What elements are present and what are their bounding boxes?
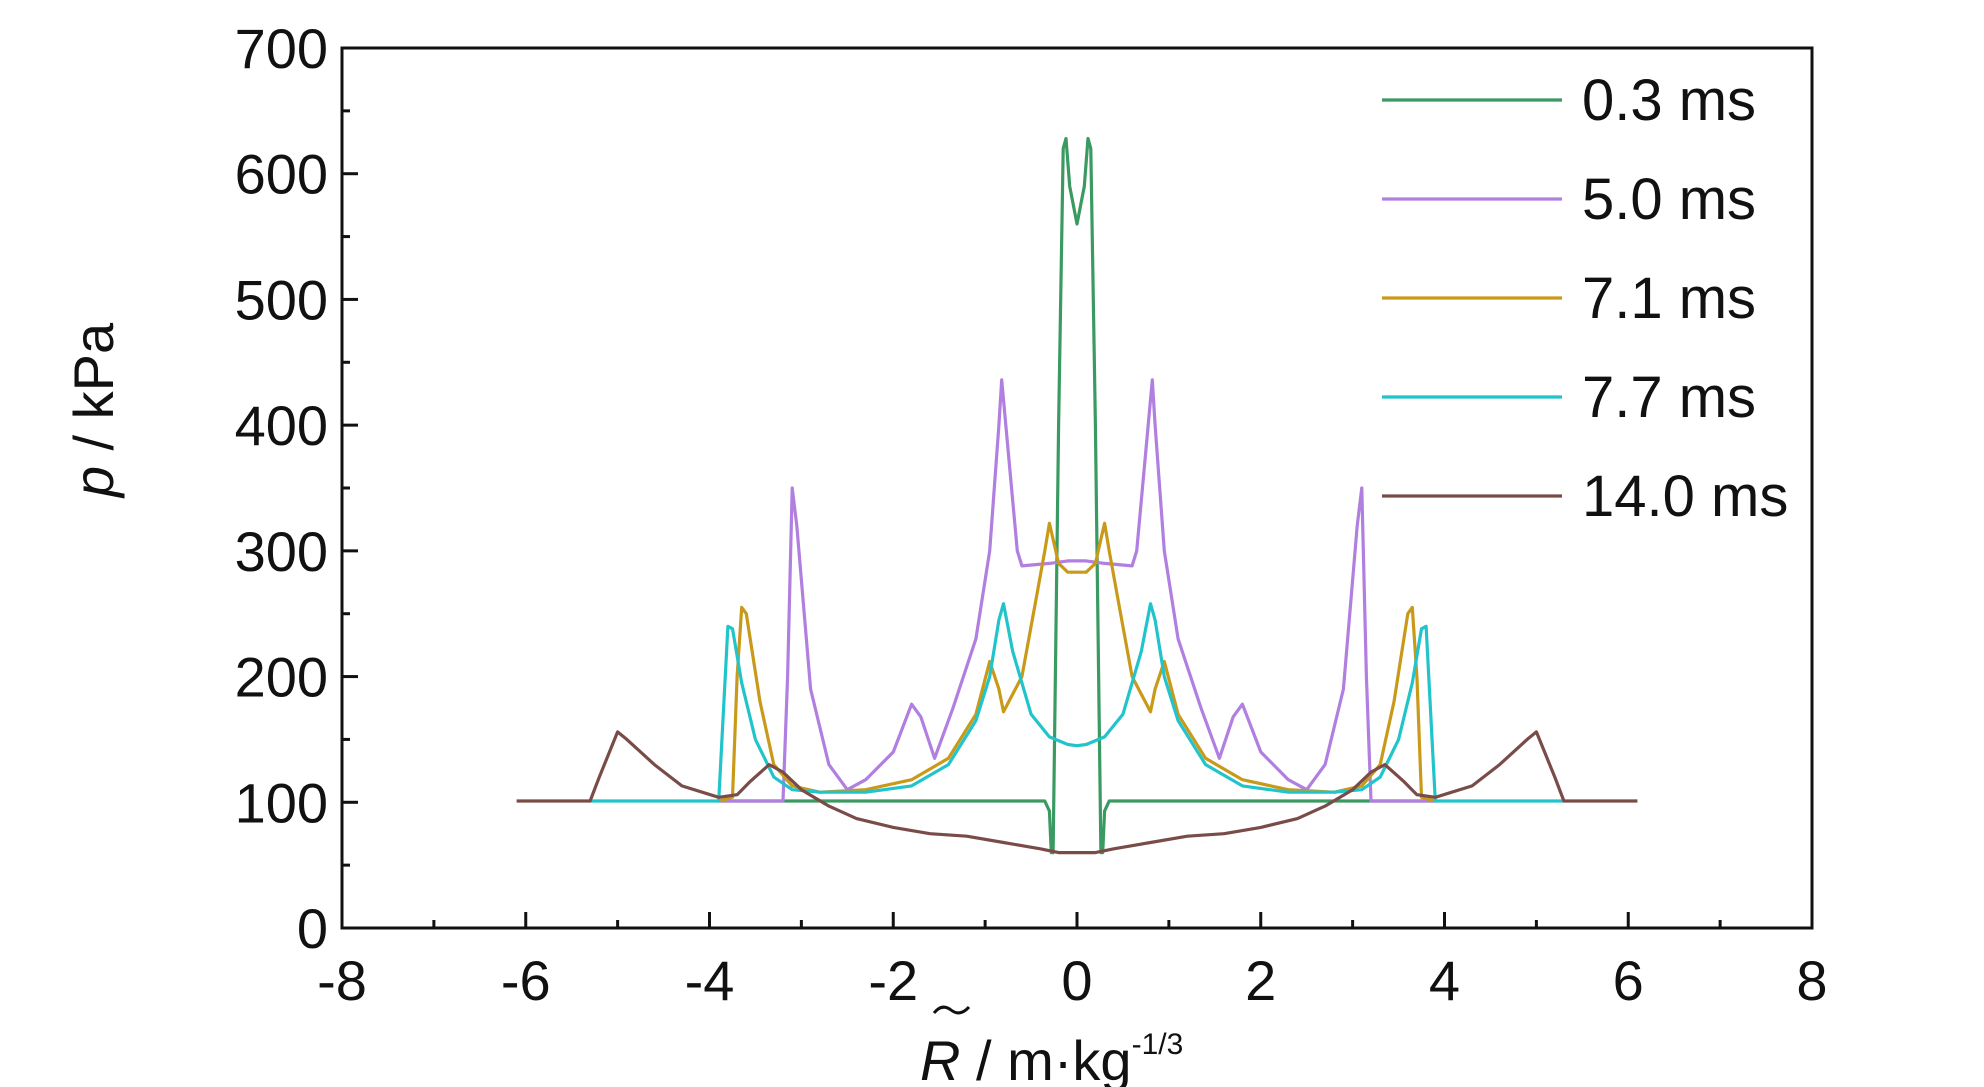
- x-tick-label: 6: [1613, 949, 1644, 1012]
- x-tick-label: 0: [1061, 949, 1092, 1012]
- y-axis-symbol: p: [62, 466, 125, 499]
- y-tick-label: 700: [235, 17, 328, 80]
- y-axis-title: p / kPa: [62, 322, 125, 499]
- x-tick-label: -8: [317, 949, 367, 1012]
- y-axis-units: / kPa: [62, 322, 125, 466]
- x-axis-exponent: -1/3: [1132, 1028, 1184, 1061]
- legend-label: 7.7 ms: [1582, 365, 1756, 430]
- ticks-layer: -8 -6 -4 -2 0 2 4 6 8 0 100 200 300 400 500 600 700: [235, 17, 1828, 1012]
- tilde-mark: [932, 1005, 971, 1015]
- x-tick-label: -2: [868, 949, 918, 1012]
- y-tick-label: 500: [235, 268, 328, 331]
- y-tick-label: 400: [235, 394, 328, 457]
- x-tick-label: 4: [1429, 949, 1460, 1012]
- legend-label: 5.0 ms: [1582, 167, 1756, 232]
- svg-text:R / m·kg-1/3: R / m·kg-1/3: [920, 1028, 1183, 1087]
- legend-label: 14.0 ms: [1582, 464, 1788, 529]
- x-tick-label: -4: [685, 949, 735, 1012]
- legend: 0.3 ms 5.0 ms 7.1 ms 7.7 ms 14.0 ms: [1382, 68, 1788, 529]
- y-tick-label: 0: [297, 897, 328, 960]
- y-tick-label: 200: [235, 646, 328, 709]
- y-tick-label: 300: [235, 520, 328, 583]
- series-layer: [516, 136, 1638, 855]
- x-axis-units: / m·kg: [960, 1029, 1131, 1087]
- y-tick-label: 600: [235, 143, 328, 206]
- x-tick-label: -6: [501, 949, 551, 1012]
- y-tick-label: 100: [235, 771, 328, 834]
- x-axis-symbol: R: [920, 1029, 960, 1087]
- series-line-2: [718, 378, 1436, 803]
- series-line-4: [590, 602, 1564, 803]
- legend-label: 0.3 ms: [1582, 68, 1756, 133]
- x-tick-label: 2: [1245, 949, 1276, 1012]
- x-axis-title: R / m·kg-1/3: [920, 1005, 1183, 1087]
- x-tick-label: 8: [1796, 949, 1827, 1012]
- legend-label: 7.1 ms: [1582, 266, 1756, 331]
- series-line-5: [516, 730, 1638, 855]
